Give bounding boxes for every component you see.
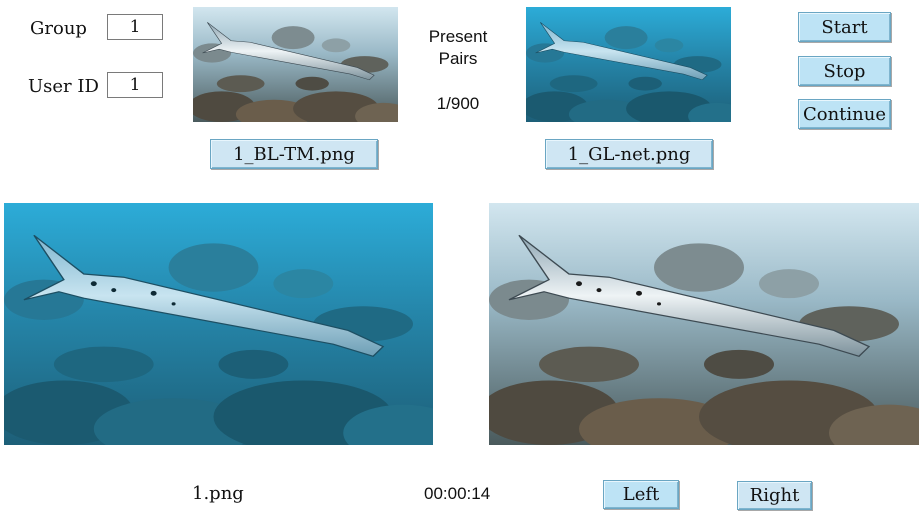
right-thumbnail-image (526, 7, 731, 122)
barracuda-photo-icon (489, 203, 919, 445)
barracuda-photo-icon (193, 7, 398, 122)
current-image-name: 1.png (192, 483, 244, 504)
left-thumbnail-image (193, 7, 398, 122)
pair-counter: 1/900 (436, 94, 480, 113)
group-field[interactable]: 1 (107, 14, 163, 40)
right-filename-button[interactable]: 1_GL-net.png (545, 139, 713, 169)
left-filename-button[interactable]: 1_BL-TM.png (210, 139, 378, 169)
left-comparison-image[interactable] (4, 203, 433, 445)
barracuda-photo-icon (526, 7, 731, 122)
left-choice-button[interactable]: Left (603, 480, 679, 509)
stop-button[interactable]: Stop (798, 56, 891, 86)
user-id-field[interactable]: 1 (107, 72, 163, 98)
continue-button[interactable]: Continue (798, 99, 891, 129)
barracuda-photo-icon (4, 203, 433, 445)
present-label-line1: Present (428, 27, 488, 46)
present-label-line2: Pairs (438, 49, 478, 68)
elapsed-timer: 00:00:14 (424, 484, 491, 503)
present-pairs-label: Present Pairs (415, 26, 501, 70)
start-button[interactable]: Start (798, 12, 891, 42)
user-id-label: User ID (28, 76, 99, 97)
right-comparison-image[interactable] (489, 203, 919, 445)
group-label: Group (30, 18, 87, 39)
right-choice-button[interactable]: Right (737, 481, 812, 510)
